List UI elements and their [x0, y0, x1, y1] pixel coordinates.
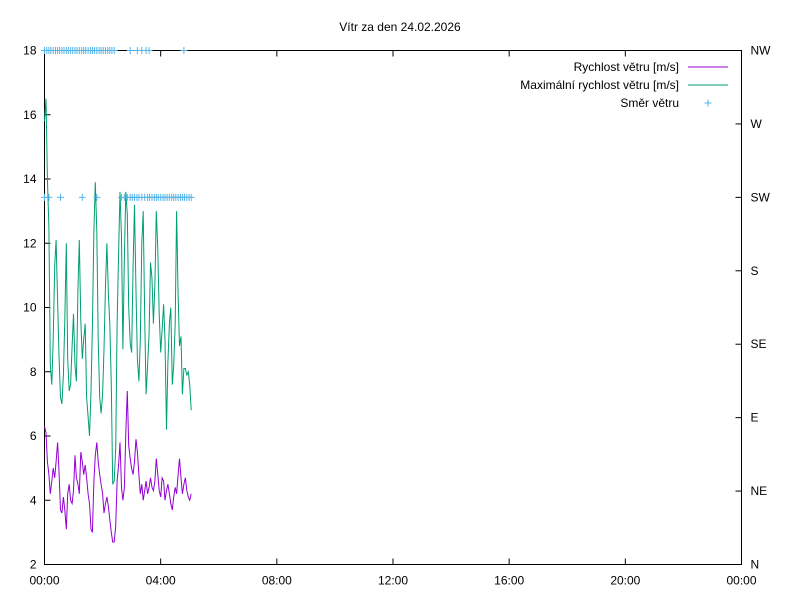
x-tick-label: 00:00 [29, 574, 59, 588]
x-tick-label: 08:00 [262, 574, 292, 588]
direction-point [57, 193, 64, 201]
series-layer [41, 47, 195, 543]
legend-label: Rychlost větru [m/s] [574, 60, 679, 74]
x-tick-label: 04:00 [146, 574, 176, 588]
y-tick-label: 2 [30, 558, 37, 572]
legend-label: Maximální rychlost větru [m/s] [520, 78, 679, 92]
y-tick-label: 12 [23, 236, 37, 250]
y2-tick-label: NE [751, 484, 768, 498]
y2-tick-label: SE [751, 337, 767, 351]
y-tick-label: 16 [23, 108, 37, 122]
direction-point [180, 47, 188, 54]
series-points-3 [41, 47, 195, 201]
direction-point [145, 47, 153, 54]
x-tick-label: 12:00 [378, 574, 408, 588]
legend-label: Směr větru [620, 96, 679, 110]
series-line-2 [44, 98, 192, 485]
x-tick-label: 00:00 [726, 574, 756, 588]
direction-point [93, 193, 101, 201]
x-tick-label: 20:00 [610, 574, 640, 588]
y2-tick-label: E [751, 411, 759, 425]
y2-tick-label: SW [751, 190, 771, 204]
y-tick-label: 8 [30, 365, 37, 379]
direction-point [45, 193, 53, 201]
y-tick-label: 4 [30, 493, 37, 507]
y-tick-label: 18 [23, 44, 37, 58]
x-tick-label: 16:00 [494, 574, 524, 588]
y2-tick-label: S [751, 264, 759, 278]
direction-point [78, 193, 86, 201]
legend-sample-point [704, 99, 712, 107]
series-line-1 [44, 390, 192, 543]
y-tick-label: 10 [23, 301, 37, 315]
y2-tick-label: NW [751, 44, 772, 58]
chart-title: Vítr za den 24.02.2026 [339, 20, 461, 34]
axes: 2 4 6 8 10 12 14 16 18 N NE E SE S SW W NW 00:00 04:00 08:0… [23, 44, 771, 588]
y2-tick-label: N [751, 558, 760, 572]
legend: Rychlost větru [m/s] Maximální rychlost v… [520, 60, 728, 110]
direction-point [126, 47, 134, 54]
direction-point [110, 47, 118, 54]
y-tick-label: 6 [30, 429, 37, 443]
y2-tick-label: W [751, 117, 763, 131]
direction-point [187, 193, 195, 201]
y-tick-label: 14 [23, 172, 37, 186]
